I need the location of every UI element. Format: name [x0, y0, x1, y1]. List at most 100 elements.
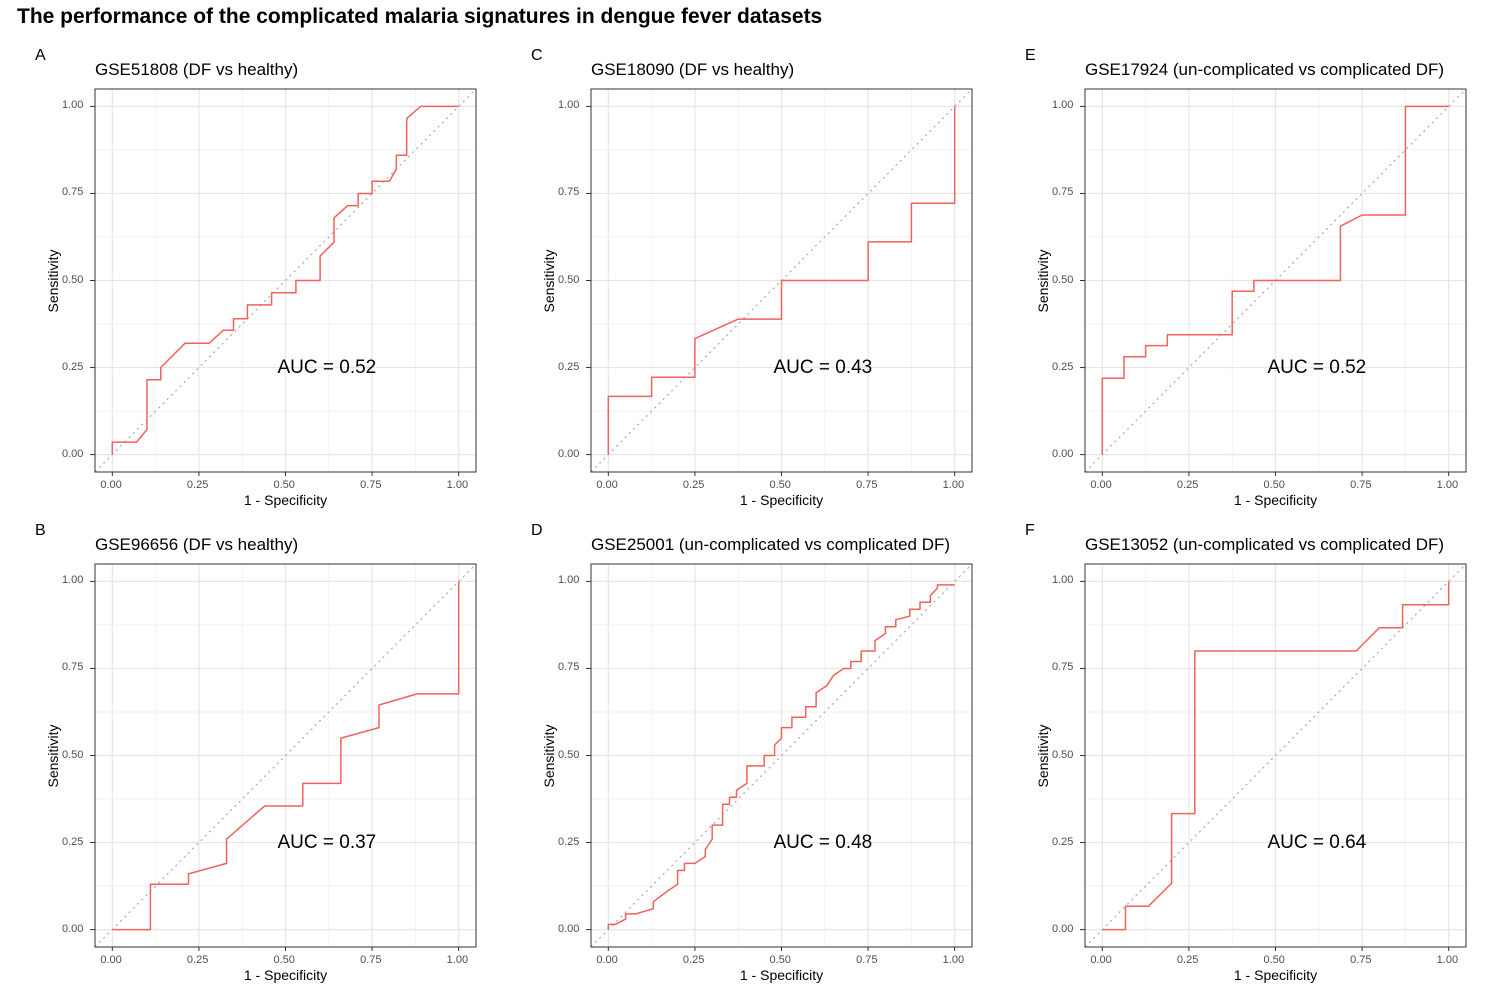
figure-title: The performance of the complicated malar… [17, 5, 823, 28]
auc-annotation: AUC = 0.48 [773, 831, 873, 853]
y-tick-label: 0.50 [1052, 748, 1074, 761]
y-tick-label: 0.75 [62, 186, 84, 199]
x-tick-label: 0.50 [273, 479, 295, 491]
y-tick-label: 0.25 [1052, 360, 1074, 373]
y-tick-label: 0.25 [558, 360, 580, 373]
x-tick-label: 1.00 [446, 479, 469, 491]
y-tick-label: 0.00 [558, 922, 580, 935]
y-tick-label: 1.00 [558, 574, 580, 587]
x-tick-label: 0.50 [769, 479, 791, 491]
x-tick-label: 1.00 [942, 479, 965, 491]
x-tick-label: 0.00 [596, 479, 618, 491]
y-tick-marks [586, 580, 591, 931]
auc-annotation: AUC = 0.43 [773, 356, 873, 378]
y-tick-label: 0.75 [1052, 186, 1074, 199]
auc-annotation: AUC = 0.52 [277, 356, 377, 378]
y-tick-label: 1.00 [62, 574, 84, 587]
y-tick-label: 0.00 [62, 447, 84, 460]
panel-title: GSE96656 (DF vs healthy) [95, 535, 299, 554]
x-tick-label: 0.25 [682, 479, 705, 491]
x-tick-label: 0.50 [1263, 954, 1285, 966]
y-tick-label: 1.00 [558, 99, 580, 112]
x-tick-label: 0.00 [1090, 479, 1112, 491]
y-tick-label: 0.75 [1052, 661, 1074, 674]
panel-letter: B [35, 522, 46, 539]
x-tick-label: 0.25 [1176, 479, 1199, 491]
auc-annotation: AUC = 0.52 [1267, 356, 1367, 378]
y-tick-marks [586, 105, 591, 456]
x-tick-label: 0.00 [100, 954, 122, 966]
x-tick-label: 0.50 [273, 954, 295, 966]
y-tick-label: 0.00 [1052, 447, 1074, 460]
y-tick-label: 0.50 [558, 748, 580, 761]
x-axis-title: 1 - Specificity [243, 967, 328, 983]
x-tick-label: 0.25 [1176, 954, 1199, 966]
y-tick-label: 0.00 [1052, 922, 1074, 935]
y-tick-label: 0.50 [62, 273, 84, 286]
y-tick-label: 1.00 [1052, 574, 1074, 587]
x-tick-label: 0.00 [596, 954, 618, 966]
roc-plot-E [1084, 88, 1467, 476]
auc-annotation: AUC = 0.64 [1267, 831, 1367, 853]
x-tick-label: 1.00 [446, 954, 469, 966]
roc-plot-C [590, 88, 973, 476]
y-tick-marks [90, 580, 95, 931]
panel-letter: F [1025, 522, 1035, 539]
x-tick-label: 0.00 [1090, 954, 1112, 966]
y-axis-title: Sensitivity [45, 723, 61, 788]
x-tick-label: 0.75 [1350, 954, 1372, 966]
x-axis-title: 1 - Specificity [739, 967, 824, 983]
y-tick-label: 0.50 [558, 273, 580, 286]
panel-title: GSE25001 (un-complicated vs complicated … [591, 535, 951, 554]
panel-letter: E [1025, 47, 1036, 64]
x-tick-label: 0.75 [360, 479, 382, 491]
x-tick-label: 0.25 [186, 954, 209, 966]
roc-curve-D [607, 584, 955, 930]
x-tick-label: 1.00 [1436, 479, 1459, 491]
panel-title: GSE17924 (un-complicated vs complicated … [1085, 60, 1445, 79]
x-tick-label: 0.75 [856, 954, 878, 966]
panel-title: GSE18090 (DF vs healthy) [591, 60, 795, 79]
roc-plot-F [1084, 563, 1467, 951]
panel-letter: C [531, 47, 543, 64]
chance-diagonal-line [94, 563, 477, 948]
y-tick-label: 1.00 [1052, 99, 1074, 112]
roc-plot-B [94, 563, 477, 951]
x-tick-label: 0.25 [186, 479, 209, 491]
x-tick-label: 0.75 [1350, 479, 1372, 491]
y-tick-label: 0.50 [62, 748, 84, 761]
x-tick-label: 0.50 [769, 954, 791, 966]
roc-curve-C [607, 106, 956, 455]
x-tick-label: 0.25 [682, 954, 705, 966]
x-tick-label: 0.00 [100, 479, 122, 491]
roc-plot-A [94, 88, 477, 476]
x-axis-title: 1 - Specificity [243, 492, 328, 508]
chance-diagonal-line [590, 563, 973, 948]
x-axis-title: 1 - Specificity [1233, 492, 1318, 508]
y-tick-label: 0.50 [1052, 273, 1074, 286]
x-axis-title: 1 - Specificity [739, 492, 824, 508]
y-tick-marks [1080, 105, 1085, 456]
panel-letter: A [35, 47, 46, 64]
roc-curve-F [1102, 581, 1450, 931]
y-tick-label: 0.25 [1052, 835, 1074, 848]
y-tick-label: 0.25 [62, 835, 84, 848]
x-tick-label: 1.00 [942, 954, 965, 966]
x-tick-label: 0.50 [1263, 479, 1285, 491]
y-axis-title: Sensitivity [1035, 248, 1051, 313]
y-axis-title: Sensitivity [541, 248, 557, 313]
roc-curve-A [111, 105, 459, 455]
y-tick-label: 0.25 [558, 835, 580, 848]
y-tick-label: 0.75 [62, 661, 84, 674]
panel-letter: D [531, 522, 543, 539]
roc-plot-D [590, 563, 973, 951]
y-tick-label: 0.00 [558, 447, 580, 460]
y-axis-title: Sensitivity [45, 248, 61, 313]
auc-annotation: AUC = 0.37 [277, 831, 377, 853]
y-axis-title: Sensitivity [1035, 723, 1051, 788]
panel-title: GSE13052 (un-complicated vs complicated … [1085, 535, 1445, 554]
chance-diagonal-line [94, 88, 477, 473]
roc-curve-B [112, 581, 460, 931]
y-tick-label: 0.25 [62, 360, 84, 373]
x-tick-label: 0.75 [360, 954, 382, 966]
